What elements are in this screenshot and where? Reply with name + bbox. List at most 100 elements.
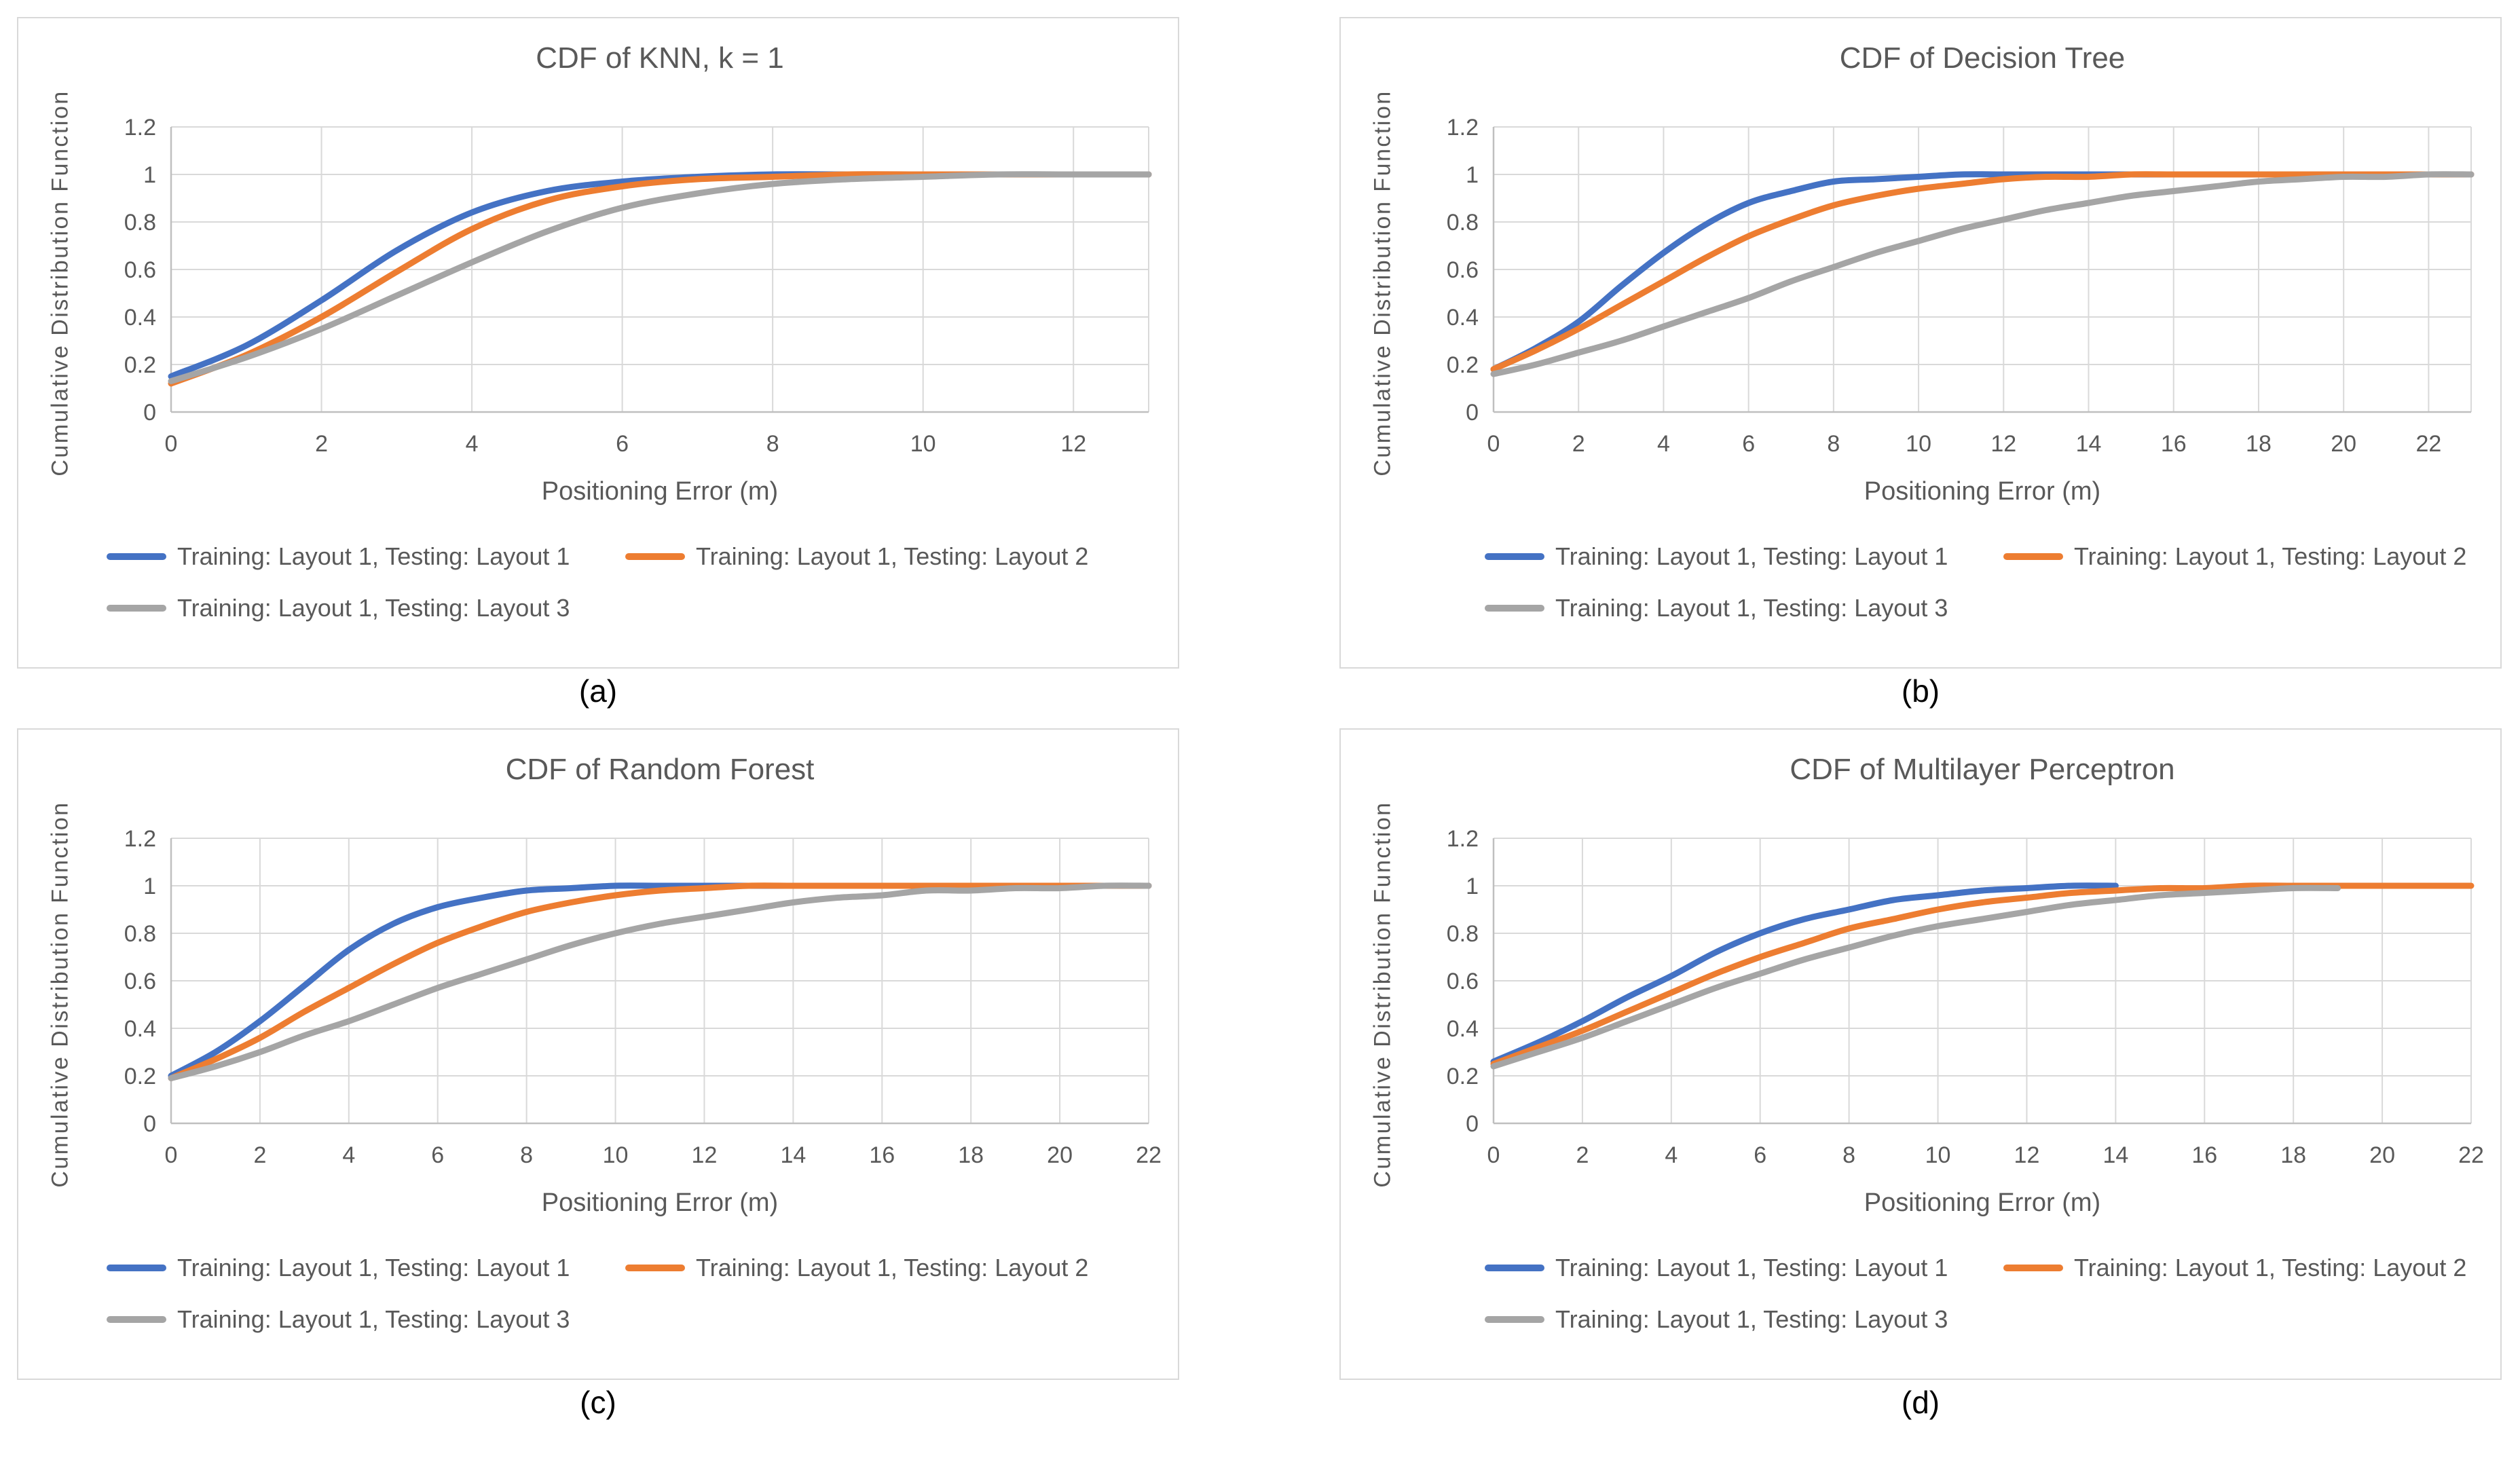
- series-line-gray: [168, 882, 1152, 1081]
- figure-caption: (b): [1901, 673, 1940, 709]
- y-tick-label: 0.8: [124, 210, 156, 236]
- y-tick-label: 0.8: [1447, 210, 1479, 236]
- legend-line-swatch: [107, 1316, 166, 1323]
- legend-item: Training: Layout 1, Testing: Layout 1: [107, 542, 595, 571]
- x-tick-label: 8: [766, 431, 779, 457]
- x-tick-label: 18: [2280, 1142, 2306, 1168]
- x-tick-label: 22: [1136, 1142, 1162, 1168]
- legend-item: Training: Layout 1, Testing: Layout 2: [2003, 1254, 2492, 1282]
- x-tick-label: 16: [2161, 431, 2187, 457]
- legend-line-swatch: [625, 553, 685, 560]
- legend-label: Training: Layout 1, Testing: Layout 3: [177, 1305, 570, 1333]
- x-tick-label: 22: [2458, 1142, 2484, 1168]
- plot-area: 0 0.2 0.4 0.6 0.8 1 1.2 0 2 4 6 8 10 12: [124, 115, 1152, 457]
- legend-line-swatch: [2003, 1265, 2063, 1271]
- legend-label: Training: Layout 1, Testing: Layout 3: [1555, 1305, 1948, 1333]
- legend-item: Training: Layout 1, Testing: Layout 1: [1485, 1254, 1974, 1282]
- y-tick-label: 0.8: [1447, 921, 1479, 947]
- chart-panel-decision-tree: CDF of Decision Tree Cumulative Distribu…: [1339, 17, 2502, 669]
- x-tick-label: 12: [1060, 431, 1086, 457]
- legend-line-swatch: [1485, 1265, 1544, 1271]
- legend-label: Training: Layout 1, Testing: Layout 1: [1555, 542, 1948, 570]
- y-tick-label: 1: [143, 162, 156, 188]
- x-tick-label: 8: [1842, 1142, 1855, 1168]
- legend: Training: Layout 1, Testing: Layout 1 Tr…: [1485, 1254, 2520, 1334]
- x-tick-label: 8: [1827, 431, 1840, 457]
- legend-label: Training: Layout 1, Testing: Layout 1: [177, 542, 570, 570]
- legend-item: Training: Layout 1, Testing: Layout 2: [625, 542, 1114, 571]
- legend-line-swatch: [625, 1265, 685, 1271]
- x-tick-label: 2: [1576, 1142, 1589, 1168]
- legend-line-swatch: [107, 553, 166, 560]
- legend-line-swatch: [2003, 553, 2063, 560]
- x-tick-label: 22: [2415, 431, 2441, 457]
- figure-b: CDF of Decision Tree Cumulative Distribu…: [1339, 17, 2502, 713]
- y-tick-label: 1.2: [1447, 826, 1479, 852]
- x-tick-label: 10: [1906, 431, 1931, 457]
- chart-title: CDF of Random Forest: [505, 753, 815, 786]
- legend-line-swatch: [107, 1265, 166, 1271]
- x-tick-label: 10: [603, 1142, 629, 1168]
- chart-title: CDF of KNN, k = 1: [536, 41, 784, 75]
- legend-item: Training: Layout 1, Testing: Layout 3: [107, 594, 595, 622]
- y-tick-label: 0.8: [124, 921, 156, 947]
- y-tick-label: 1: [1466, 162, 1479, 188]
- x-tick-label: 4: [342, 1142, 355, 1168]
- x-tick-label: 6: [431, 1142, 444, 1168]
- x-tick-label: 20: [1047, 1142, 1073, 1168]
- legend-line-swatch: [107, 605, 166, 612]
- figure-caption: (d): [1901, 1385, 1940, 1420]
- series-line-gray: [1490, 171, 2475, 377]
- x-tick-label: 12: [2014, 1142, 2040, 1168]
- y-tick-label: 1.2: [124, 115, 156, 141]
- y-tick-label: 0.2: [124, 352, 156, 378]
- x-tick-label: 14: [2076, 431, 2102, 457]
- legend-label: Training: Layout 1, Testing: Layout 1: [1555, 1254, 1948, 1281]
- series-line-orange: [168, 882, 1152, 1081]
- x-tick-label: 10: [910, 431, 936, 457]
- legend-item: Training: Layout 1, Testing: Layout 1: [107, 1254, 595, 1282]
- chart-panel-mlp: CDF of Multilayer Perceptron Cumulative …: [1339, 728, 2502, 1380]
- series-line-orange: [168, 171, 1152, 387]
- y-tick-label: 1.2: [124, 826, 156, 852]
- x-tick-label: 18: [2246, 431, 2272, 457]
- figure-caption: (c): [580, 1385, 616, 1420]
- legend-item: Training: Layout 1, Testing: Layout 3: [107, 1305, 595, 1334]
- x-tick-label: 4: [1665, 1142, 1678, 1168]
- plot-area: 0 0.2 0.4 0.6 0.8 1 1.2 0 2 4 6 8 10 12 14 16 18 20 22: [124, 826, 1162, 1168]
- figure-c: CDF of Random Forest Cumulative Distribu…: [17, 728, 1179, 1425]
- x-tick-label: 2: [1572, 431, 1585, 457]
- x-tick-label: 2: [253, 1142, 266, 1168]
- x-axis-title: Positioning Error (m): [541, 477, 779, 506]
- legend-label: Training: Layout 1, Testing: Layout 3: [1555, 594, 1948, 622]
- legend-label: Training: Layout 1, Testing: Layout 1: [177, 1254, 570, 1281]
- x-tick-label: 14: [2102, 1142, 2128, 1168]
- figure-a: CDF of KNN, k = 1 Cumulative Distributio…: [17, 17, 1179, 713]
- series-line-blue: [168, 171, 1152, 379]
- legend-label: Training: Layout 1, Testing: Layout 2: [2074, 1254, 2467, 1281]
- figure-caption: (a): [578, 673, 618, 709]
- y-tick-label: 0.4: [1447, 1016, 1479, 1042]
- y-tick-label: 0.4: [1447, 305, 1479, 331]
- figure-grid: CDF of KNN, k = 1 Cumulative Distributio…: [17, 17, 2502, 1425]
- x-tick-label: 4: [466, 431, 479, 457]
- x-tick-label: 6: [1742, 431, 1755, 457]
- x-tick-label: 12: [1990, 431, 2016, 457]
- legend-line-swatch: [1485, 553, 1544, 560]
- legend-label: Training: Layout 1, Testing: Layout 2: [696, 1254, 1089, 1281]
- figure-d: CDF of Multilayer Perceptron Cumulative …: [1339, 728, 2502, 1425]
- y-tick-label: 0.4: [124, 1016, 156, 1042]
- y-tick-label: 0.4: [124, 305, 156, 331]
- y-tick-label: 1: [143, 874, 156, 899]
- x-tick-label: 8: [520, 1142, 533, 1168]
- legend-item: Training: Layout 1, Testing: Layout 1: [1485, 542, 1974, 571]
- x-tick-label: 0: [1487, 431, 1500, 457]
- y-tick-label: 0.6: [1447, 257, 1479, 283]
- series-line-blue: [1490, 882, 2119, 1065]
- series-line-orange: [1490, 171, 2475, 373]
- y-tick-label: 1: [1466, 874, 1479, 899]
- series-line-blue: [1490, 171, 2475, 373]
- legend-item: Training: Layout 1, Testing: Layout 2: [2003, 542, 2492, 571]
- y-tick-label: 0.6: [124, 969, 156, 994]
- legend-label: Training: Layout 1, Testing: Layout 3: [177, 594, 570, 622]
